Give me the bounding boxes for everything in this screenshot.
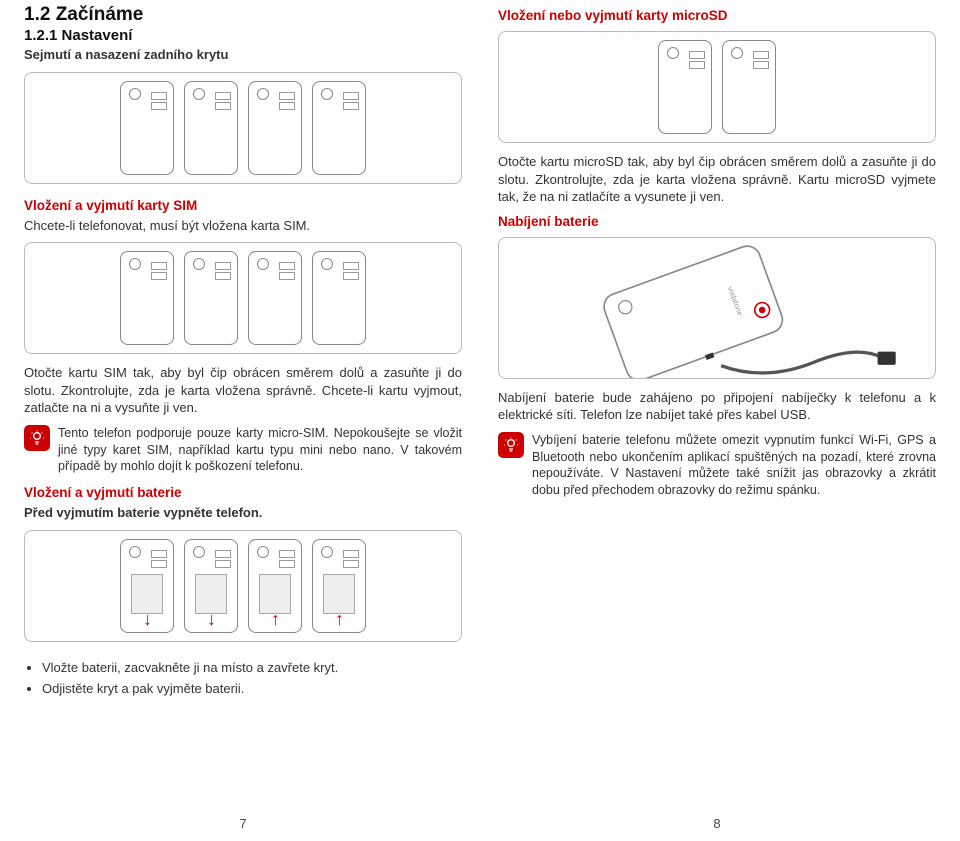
microsd-paragraph: Otočte kartu microSD tak, aby byl čip ob… <box>498 153 936 206</box>
right-column: Vložení nebo vyjmutí karty microSD Otočt… <box>498 4 936 831</box>
heading-1-2: 1.2 Začínáme <box>24 4 462 26</box>
heading-1-2-1: 1.2.1 Nastavení <box>24 27 462 44</box>
phone-illustration <box>120 81 174 175</box>
microsd-section-title: Vložení nebo vyjmutí karty microSD <box>498 8 936 23</box>
figure-microsd <box>498 31 936 143</box>
phone-illustration: ↓ <box>184 539 238 633</box>
charging-illustration: vodafone <box>499 238 935 378</box>
figure-cover-removal <box>24 72 462 184</box>
cover-removal-title: Sejmutí a nasazení zadního krytu <box>24 46 462 64</box>
battery-warning: Před vyjmutím baterie vypněte telefon. <box>24 504 462 522</box>
phone-illustration <box>312 251 366 345</box>
page-number-right: 8 <box>498 806 936 831</box>
tip-text: Vybíjení baterie telefonu můžete omezit … <box>532 432 936 500</box>
battery-section-title: Vložení a vyjmutí baterie <box>24 485 462 500</box>
tip-microsim: Tento telefon podporuje pouze karty micr… <box>24 425 462 476</box>
list-item: Vložte baterii, zacvakněte ji na místo a… <box>42 660 462 675</box>
charging-section-title: Nabíjení baterie <box>498 214 936 229</box>
figure-battery: ↓ ↓ ↑ ↑ <box>24 530 462 642</box>
phone-illustration: ↑ <box>312 539 366 633</box>
lightbulb-icon <box>498 432 524 458</box>
phone-illustration <box>722 40 776 134</box>
battery-steps-list: Vložte baterii, zacvakněte ji na místo a… <box>24 660 462 702</box>
tip-battery-saving: Vybíjení baterie telefonu můžete omezit … <box>498 432 936 500</box>
figure-sim <box>24 242 462 354</box>
phone-illustration <box>120 251 174 345</box>
page-spread: 1.2 Začínáme 1.2.1 Nastavení Sejmutí a n… <box>24 4 936 831</box>
list-item: Odjistěte kryt a pak vyjměte baterii. <box>42 681 462 696</box>
sim-subtitle: Chcete-li telefonovat, musí být vložena … <box>24 217 462 235</box>
phone-illustration <box>184 251 238 345</box>
sim-paragraph: Otočte kartu SIM tak, aby byl čip obráce… <box>24 364 462 417</box>
left-column: 1.2 Začínáme 1.2.1 Nastavení Sejmutí a n… <box>24 4 462 831</box>
tip-text: Tento telefon podporuje pouze karty micr… <box>58 425 462 476</box>
phone-illustration <box>248 81 302 175</box>
figure-charging: vodafone <box>498 237 936 379</box>
phone-illustration: ↑ <box>248 539 302 633</box>
sim-section-title: Vložení a vyjmutí karty SIM <box>24 198 462 213</box>
phone-illustration <box>248 251 302 345</box>
phone-illustration: ↓ <box>120 539 174 633</box>
phone-illustration <box>658 40 712 134</box>
charging-paragraph: Nabíjení baterie bude zahájeno po připoj… <box>498 389 936 424</box>
lightbulb-icon <box>24 425 50 451</box>
phone-illustration <box>312 81 366 175</box>
page-number-left: 7 <box>24 806 462 831</box>
phone-illustration <box>184 81 238 175</box>
